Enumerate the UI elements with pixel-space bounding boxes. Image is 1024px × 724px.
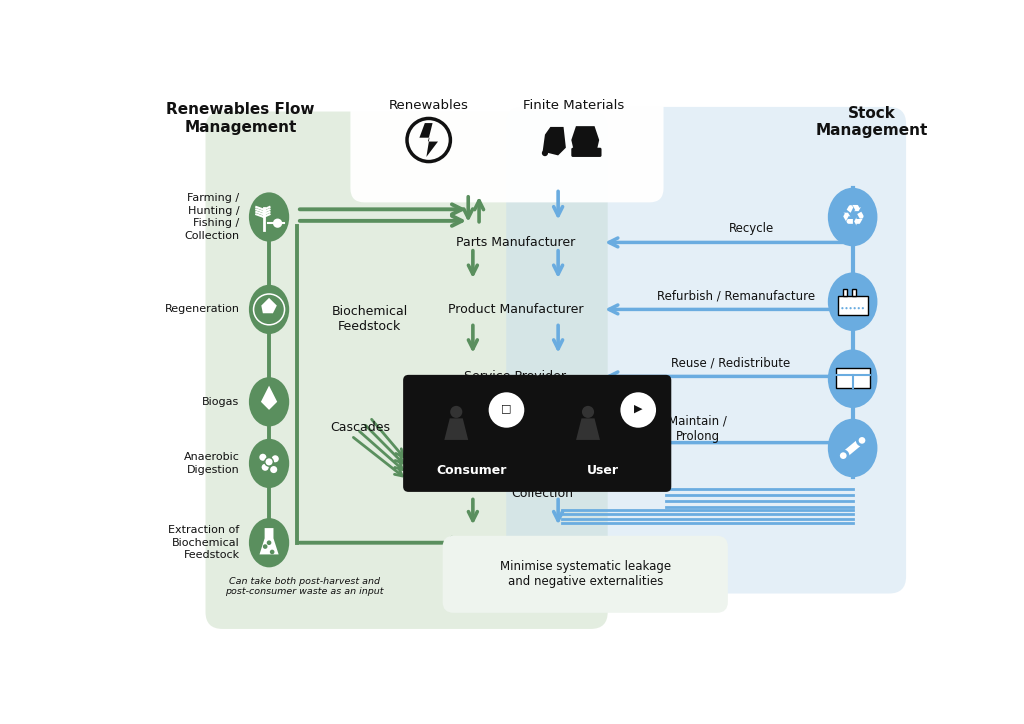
Text: Can take both post-harvest and
post-consumer waste as an input: Can take both post-harvest and post-cons… xyxy=(225,577,384,597)
Ellipse shape xyxy=(249,518,289,568)
Circle shape xyxy=(488,392,524,428)
Ellipse shape xyxy=(249,285,289,334)
Ellipse shape xyxy=(827,272,878,331)
Circle shape xyxy=(253,293,286,326)
FancyBboxPatch shape xyxy=(838,296,867,315)
Circle shape xyxy=(850,307,852,309)
Ellipse shape xyxy=(249,193,289,242)
Text: ♻: ♻ xyxy=(840,203,865,231)
FancyBboxPatch shape xyxy=(350,85,664,203)
Ellipse shape xyxy=(827,418,878,477)
Polygon shape xyxy=(571,126,599,153)
Text: Service Provider: Service Provider xyxy=(465,370,566,383)
Circle shape xyxy=(858,307,860,309)
Polygon shape xyxy=(420,123,438,157)
Text: Biogas: Biogas xyxy=(203,397,240,407)
Circle shape xyxy=(542,150,548,156)
Text: Renewables Flow
Management: Renewables Flow Management xyxy=(166,102,314,135)
Circle shape xyxy=(451,406,462,418)
Text: Refurbish / Remanufacture: Refurbish / Remanufacture xyxy=(657,289,815,302)
Circle shape xyxy=(269,466,278,473)
FancyBboxPatch shape xyxy=(403,375,540,492)
Text: Maintain /
Prolong: Maintain / Prolong xyxy=(669,415,727,443)
Circle shape xyxy=(862,307,864,309)
Circle shape xyxy=(582,406,594,418)
Text: Biochemical
Feedstock: Biochemical Feedstock xyxy=(332,306,408,334)
Polygon shape xyxy=(444,418,468,440)
FancyBboxPatch shape xyxy=(206,111,607,629)
Text: Collection: Collection xyxy=(512,487,573,500)
FancyBboxPatch shape xyxy=(836,368,869,388)
Polygon shape xyxy=(543,127,566,156)
Polygon shape xyxy=(259,528,279,555)
Circle shape xyxy=(857,436,866,445)
Circle shape xyxy=(270,550,274,555)
Text: Consumer: Consumer xyxy=(436,464,507,477)
Ellipse shape xyxy=(827,350,878,408)
Text: Extraction of
Biochemical
Feedstock: Extraction of Biochemical Feedstock xyxy=(168,526,240,560)
Text: ▶: ▶ xyxy=(634,403,642,413)
Text: Stock
Management: Stock Management xyxy=(816,106,928,138)
Text: Cascades: Cascades xyxy=(331,421,390,434)
Polygon shape xyxy=(261,386,278,410)
FancyBboxPatch shape xyxy=(442,536,728,613)
Text: Regeneration: Regeneration xyxy=(165,304,240,314)
Text: Renewables: Renewables xyxy=(389,99,469,112)
Polygon shape xyxy=(261,298,276,313)
FancyBboxPatch shape xyxy=(506,107,906,594)
Text: User: User xyxy=(587,464,620,477)
Text: Finite Materials: Finite Materials xyxy=(523,99,625,112)
Text: Parts Manufacturer: Parts Manufacturer xyxy=(456,236,575,249)
Ellipse shape xyxy=(249,439,289,488)
Circle shape xyxy=(266,540,271,545)
Text: □: □ xyxy=(501,403,512,413)
FancyBboxPatch shape xyxy=(852,289,856,296)
FancyBboxPatch shape xyxy=(571,148,601,157)
FancyBboxPatch shape xyxy=(535,375,672,492)
Circle shape xyxy=(839,451,848,460)
Text: Minimise systematic leakage
and negative externalities: Minimise systematic leakage and negative… xyxy=(500,560,671,589)
Circle shape xyxy=(271,455,280,463)
Text: Product Manufacturer: Product Manufacturer xyxy=(447,303,584,316)
Text: Farming /
Hunting /
Fishing /
Collection: Farming / Hunting / Fishing / Collection xyxy=(184,193,240,240)
Polygon shape xyxy=(577,418,600,440)
Text: Reuse / Redistribute: Reuse / Redistribute xyxy=(672,356,791,369)
Text: Recycle: Recycle xyxy=(729,222,774,235)
Circle shape xyxy=(842,307,844,309)
Circle shape xyxy=(273,219,283,228)
Circle shape xyxy=(621,392,656,428)
Circle shape xyxy=(259,453,267,461)
Circle shape xyxy=(265,458,273,466)
Circle shape xyxy=(254,295,284,324)
Text: Anaerobic
Digestion: Anaerobic Digestion xyxy=(183,452,240,475)
FancyBboxPatch shape xyxy=(843,289,847,296)
Circle shape xyxy=(263,544,267,549)
Circle shape xyxy=(854,307,856,309)
Ellipse shape xyxy=(827,188,878,246)
Ellipse shape xyxy=(249,377,289,426)
Circle shape xyxy=(261,463,269,471)
Circle shape xyxy=(846,307,848,309)
